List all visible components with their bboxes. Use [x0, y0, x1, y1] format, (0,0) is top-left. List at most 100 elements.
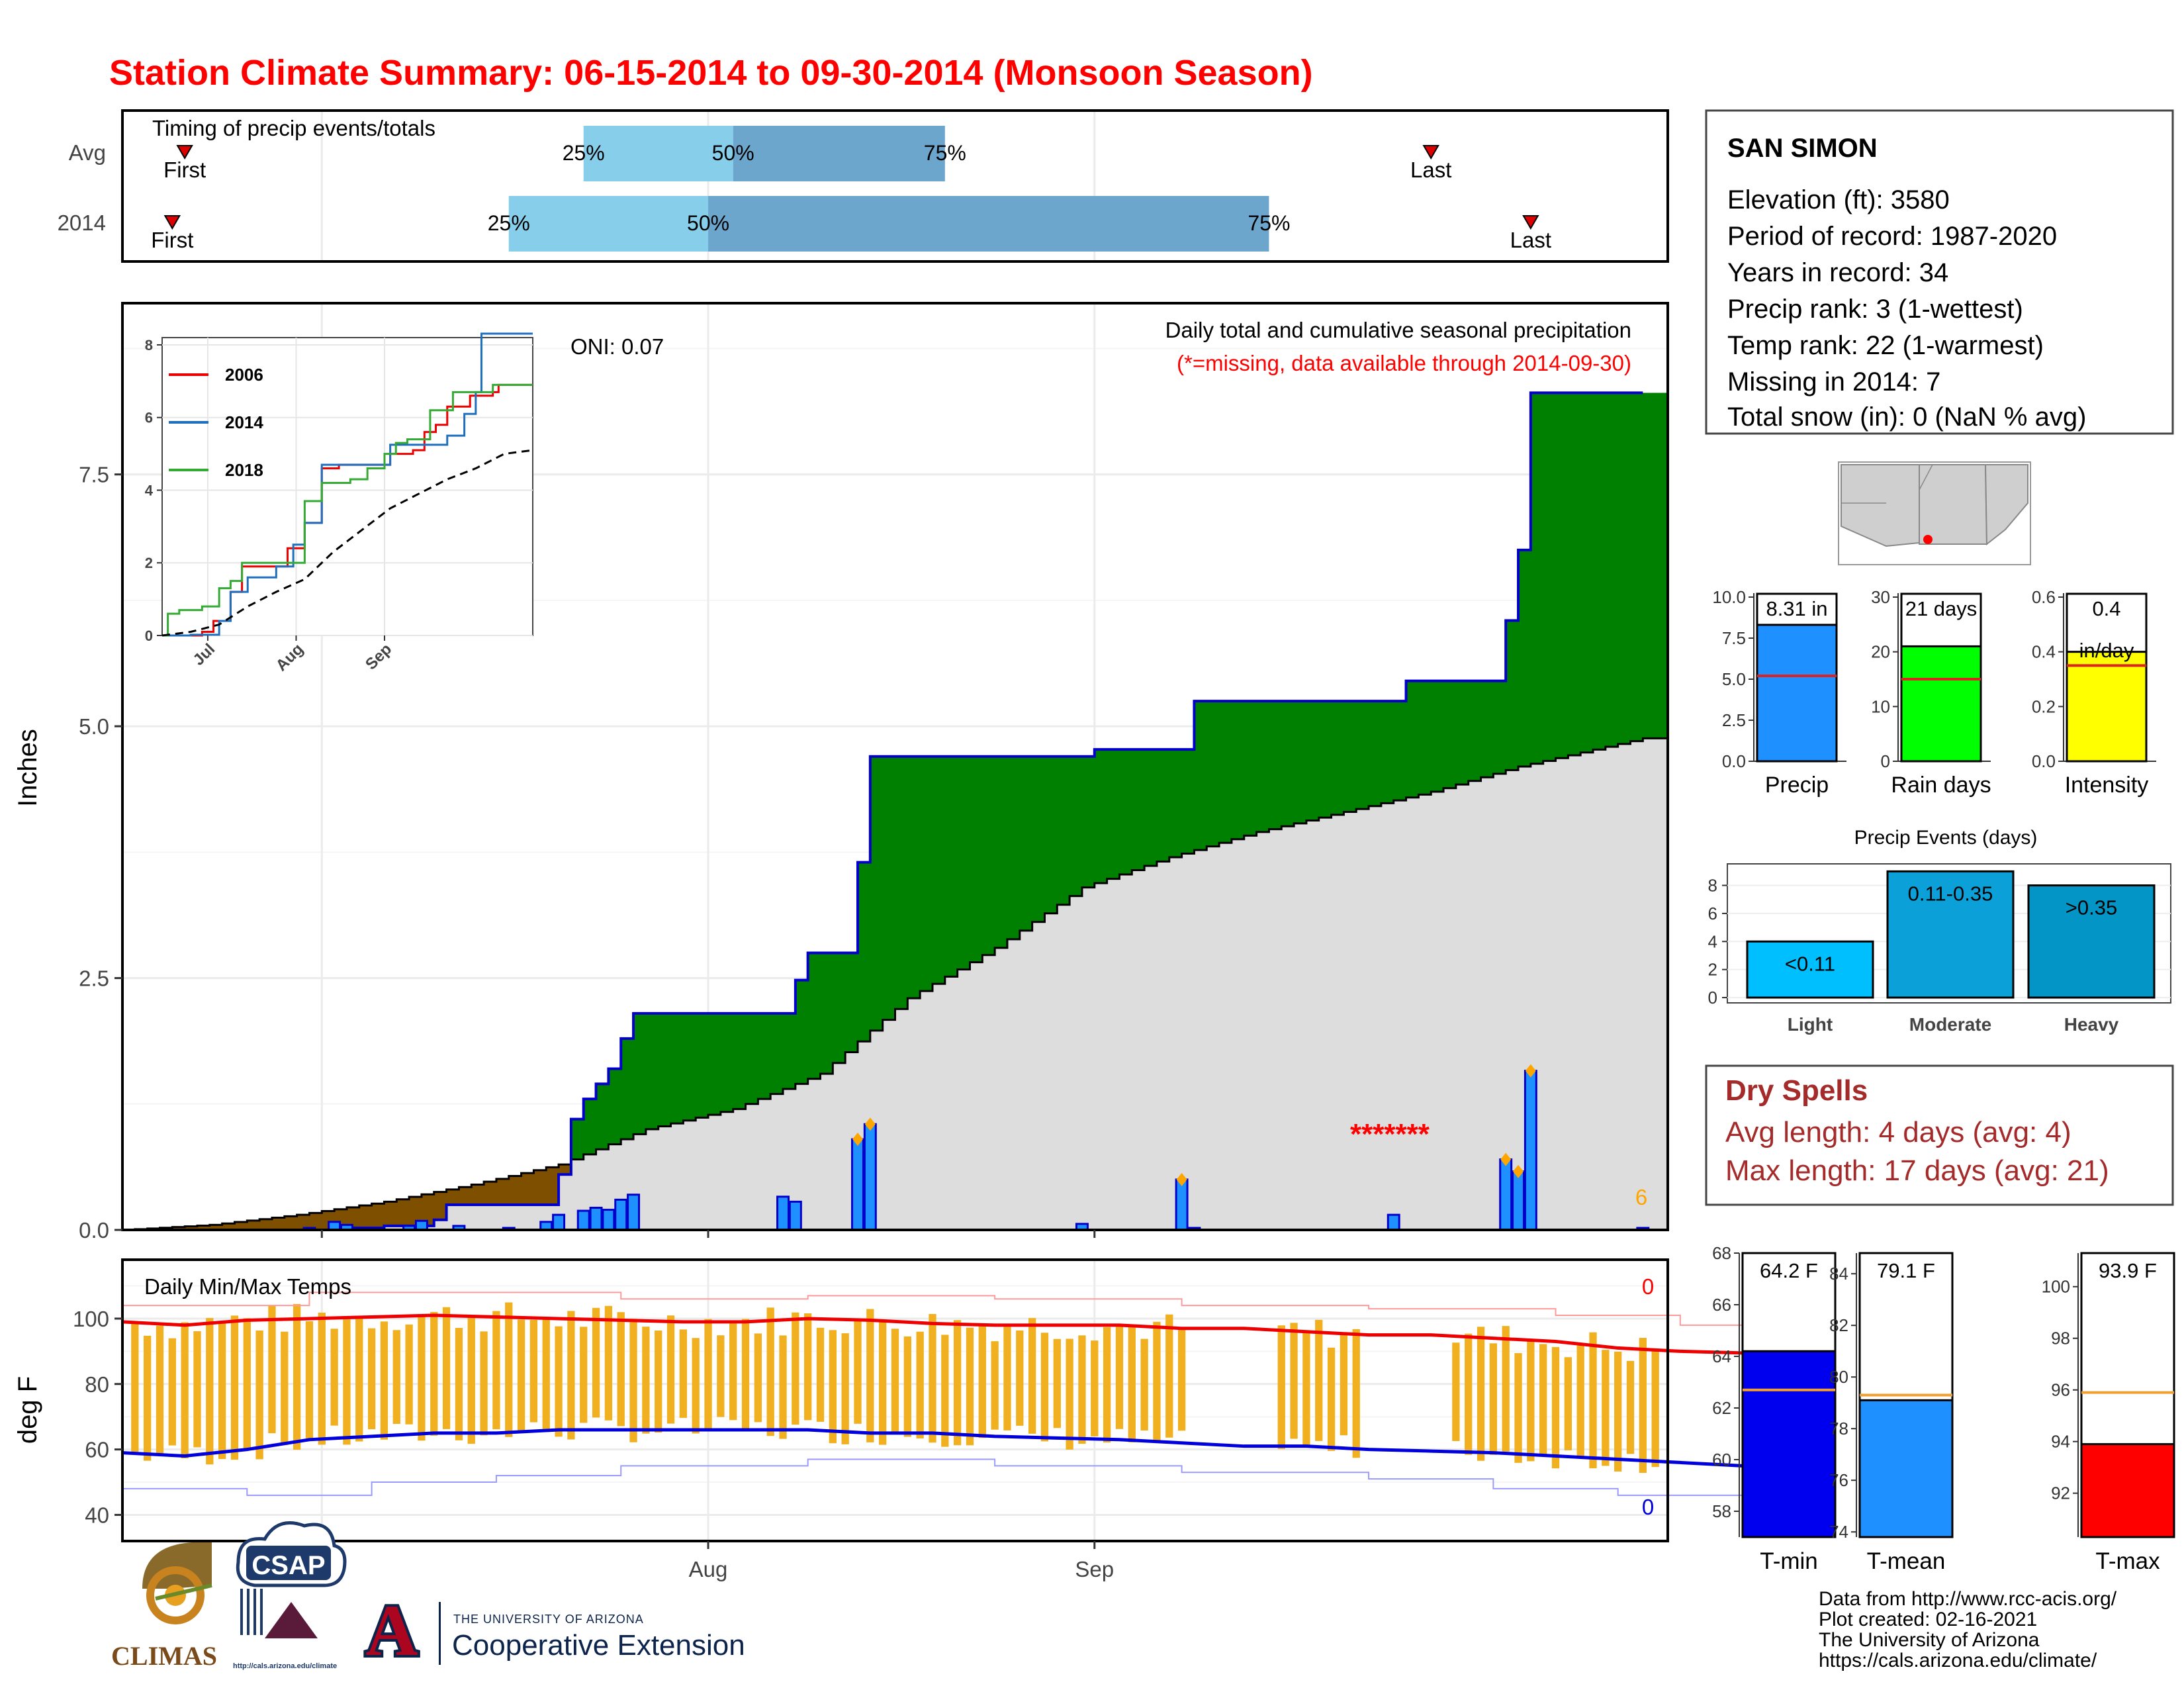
- daily-temp-bar: [193, 1331, 201, 1448]
- departure-area: [1555, 393, 1569, 759]
- departure-area: [1156, 749, 1170, 862]
- daily-temp-bar: [1576, 1345, 1584, 1456]
- daily-precip-bar: [552, 1213, 566, 1231]
- temp-panel-title: Daily Min/Max Temps: [144, 1274, 351, 1299]
- timing-pct-label: 50%: [687, 211, 729, 235]
- daily-temp-bar: [754, 1333, 762, 1423]
- station-name: SAN SIMON: [1727, 134, 1878, 163]
- departure-area: [1044, 756, 1058, 914]
- departure-area: [820, 953, 833, 1074]
- temp-summary-value-label: 93.9 F: [2099, 1259, 2157, 1282]
- inset-series-line: [161, 449, 533, 637]
- daily-temp-bar: [891, 1329, 899, 1434]
- daily-temp-bar: [1477, 1327, 1485, 1461]
- temp-summary-ytick-label: 96: [2051, 1380, 2070, 1400]
- daily-precip-bar: [1524, 1070, 1537, 1231]
- departure-area: [1244, 701, 1257, 836]
- departure-area: [1480, 680, 1494, 778]
- daily-precip-bar: [602, 1209, 615, 1231]
- departure-area: [1269, 701, 1282, 829]
- daily-temp-bar: [978, 1325, 986, 1438]
- inset-series-line: [162, 332, 533, 637]
- departure-area: [1431, 680, 1444, 792]
- timing-row-label-2014: 2014: [58, 211, 106, 235]
- summary-ytick-label: 0.6: [2032, 587, 2056, 607]
- daily-temp-bar: [1103, 1327, 1111, 1443]
- departure-area: [1294, 701, 1307, 823]
- departure-area: [1107, 749, 1120, 879]
- departure-area: [459, 1187, 472, 1205]
- daily-temp-bar: [268, 1305, 276, 1434]
- summary-bar: [2066, 651, 2148, 763]
- temp-summary-value-label: 79.1 F: [1877, 1259, 1935, 1282]
- temp-summary-bars: 58 60 62 64 66 68 64.2 F T-min 74 76 78 80 82 84 79.1 …: [1712, 1243, 2175, 1574]
- daily-temp-bar: [854, 1319, 862, 1424]
- departure-area: [696, 1013, 709, 1118]
- departure-area: [533, 1170, 547, 1205]
- inset-legend-label: 2018: [225, 460, 263, 480]
- departure-area: [421, 1194, 435, 1226]
- daily-temp-bar: [505, 1302, 513, 1437]
- departure-area: [1455, 680, 1469, 785]
- summary-ytick-label: 7.5: [1722, 628, 1746, 648]
- temp-summary-ytick-label: 100: [2042, 1277, 2070, 1297]
- daily-temp-bar: [380, 1321, 388, 1440]
- events-bar: [1886, 870, 2015, 999]
- temp-summary-ytick-label: 78: [1829, 1419, 1848, 1438]
- extreme-marker: [1525, 1064, 1536, 1078]
- summary-value-label: 0.4: [2092, 597, 2120, 620]
- timing-marker: [1422, 145, 1439, 160]
- extreme-marker: [1513, 1164, 1524, 1178]
- departure-area: [683, 1013, 696, 1121]
- departure-area: [1356, 701, 1369, 810]
- daily-temp-bar: [1452, 1342, 1460, 1441]
- daily-temp-bar: [617, 1312, 625, 1427]
- daily-temp-bar: [679, 1329, 688, 1418]
- departure-area: [733, 1013, 747, 1109]
- departure-area: [795, 980, 809, 1084]
- timing-range-bar: [708, 196, 1269, 252]
- daily-temp-bar: [816, 1327, 825, 1422]
- daily-temp-bar: [405, 1324, 413, 1425]
- departure-area: [433, 1192, 447, 1220]
- daily-temp-bar: [542, 1319, 550, 1432]
- temp-summary-category-label: T-min: [1760, 1548, 1818, 1574]
- daily-temp-bar: [206, 1318, 214, 1465]
- departure-area: [658, 1013, 672, 1127]
- daily-temp-bar: [1290, 1323, 1298, 1439]
- departure-area: [708, 1013, 721, 1115]
- daily-temp-bar: [1527, 1340, 1535, 1462]
- daily-temp-bar: [1028, 1318, 1036, 1434]
- departure-area: [633, 1013, 647, 1135]
- precip-panel: 0.0 2.5 5.0 7.5 Inches Daily total and cumu…: [13, 302, 1669, 1243]
- departure-area: [197, 1225, 210, 1230]
- departure-area: [384, 1201, 397, 1226]
- departure-area: [471, 1184, 484, 1205]
- daily-temp-bar: [1651, 1348, 1659, 1468]
- daily-precip-bar: [776, 1196, 790, 1231]
- daily-precip-bar: [1387, 1213, 1400, 1231]
- departure-area: [570, 1119, 584, 1160]
- summary-value-label: 21 days: [1905, 597, 1978, 620]
- daily-temp-bar: [1277, 1325, 1285, 1449]
- departure-area: [1032, 756, 1046, 922]
- departure-area: [409, 1197, 422, 1226]
- departure-area: [1580, 393, 1594, 753]
- temp-summary-bar: [2080, 1443, 2175, 1538]
- timing-marker: [163, 215, 181, 230]
- temp-summary-bar: [1741, 1350, 1837, 1538]
- daily-temp-bar: [1502, 1326, 1510, 1452]
- daily-temp-bar: [1614, 1351, 1622, 1472]
- daily-temp-bar: [804, 1313, 812, 1421]
- timing-range-bar: [583, 126, 733, 181]
- daily-temp-bar: [655, 1330, 662, 1433]
- events-category-label: Light: [1788, 1014, 1833, 1035]
- daily-precip-bar: [1175, 1178, 1189, 1231]
- ua-big-text: Cooperative Extension: [452, 1629, 745, 1662]
- departure-area: [1530, 393, 1544, 764]
- precip-y-axis-label: Inches: [13, 729, 42, 807]
- temp-summary-ytick-label: 60: [1712, 1450, 1731, 1470]
- daily-temp-bar: [629, 1319, 637, 1442]
- daily-precip-bar: [614, 1198, 628, 1231]
